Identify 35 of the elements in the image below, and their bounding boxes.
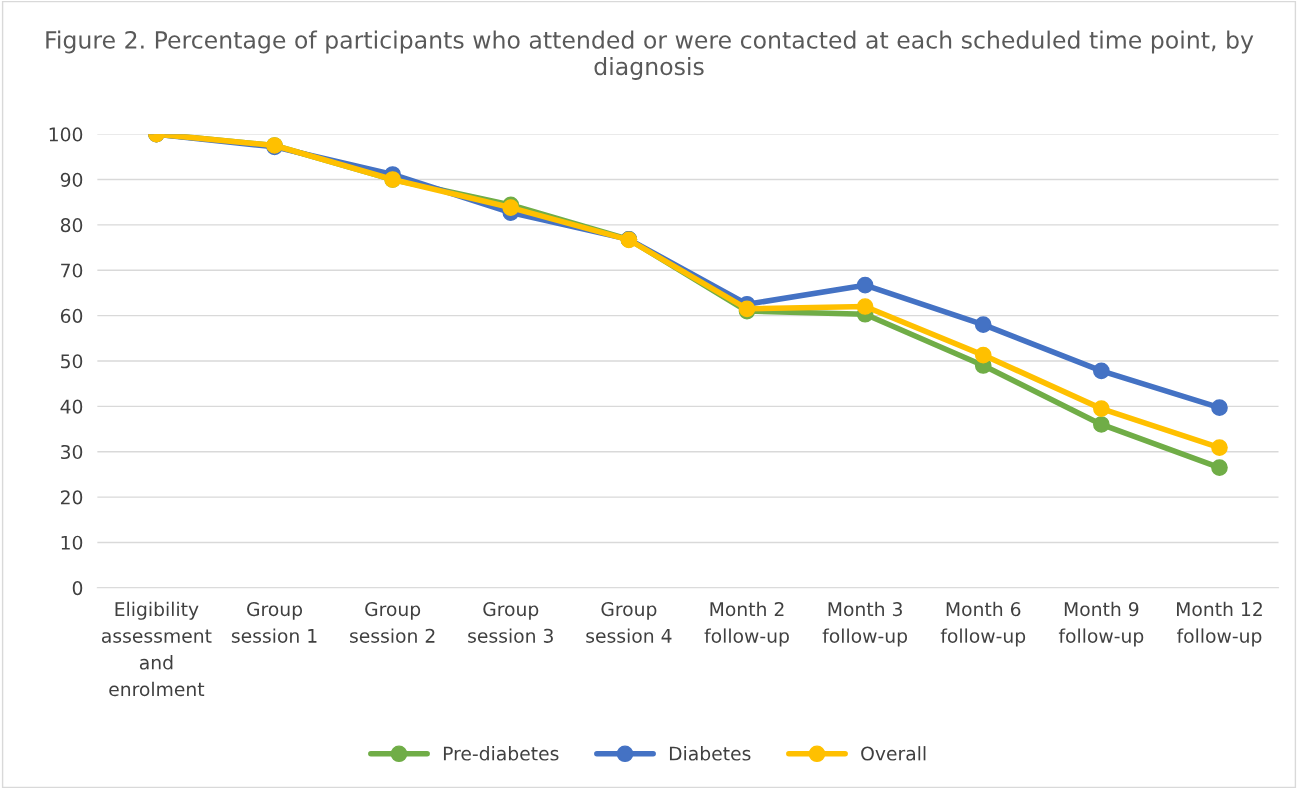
chart-title: Figure 2. Percentage of participants who attended or were contacted at each scheduled time point, by diagnosis (46, 30, 1254, 80)
y-tick-label: 80 (60, 218, 83, 233)
x-tick-label: Group session 1 (231, 602, 317, 643)
legend-label: Pre-diabetes (443, 746, 559, 761)
point (1211, 439, 1228, 456)
x-tick-label: Month 6 follow-up (940, 601, 1026, 647)
y-tick-label: 0 (72, 581, 83, 596)
y-tick-label: 10 (61, 535, 83, 550)
point (1211, 399, 1228, 417)
point (856, 276, 874, 294)
x-tick-label: Month 3 follow-up (822, 601, 908, 647)
legend-label: Diabetes (669, 746, 751, 761)
y-tick-label: 50 (61, 354, 83, 369)
y-tick-label: 60 (60, 308, 83, 323)
y-tick-label: 90 (60, 172, 83, 187)
point (1093, 416, 1110, 433)
y-tick-label: 100 (49, 127, 83, 142)
y-tick-label: 20 (60, 490, 83, 505)
point (856, 298, 874, 315)
y-tick-label: 70 (61, 263, 83, 278)
x-tick-label: Group session 4 (586, 602, 672, 643)
point (1093, 400, 1110, 417)
x-tick-label: Month 9 follow-up (1058, 601, 1144, 647)
y-tick-label: 40 (60, 399, 83, 414)
x-tick-label: Eligibility assessment and enrolment (101, 601, 212, 697)
legend-label: Overall (861, 746, 926, 761)
y-tick-label: 30 (61, 444, 83, 460)
point (1211, 459, 1228, 476)
point (974, 346, 992, 364)
x-tick-label: Group session 2 (350, 602, 435, 643)
point (974, 316, 992, 334)
x-tick-label: Month 2 follow-up (704, 601, 789, 647)
point (1093, 362, 1110, 380)
x-tick-label: Group session 3 (468, 602, 553, 643)
x-tick-label: Month 12 follow-up (1176, 601, 1262, 647)
